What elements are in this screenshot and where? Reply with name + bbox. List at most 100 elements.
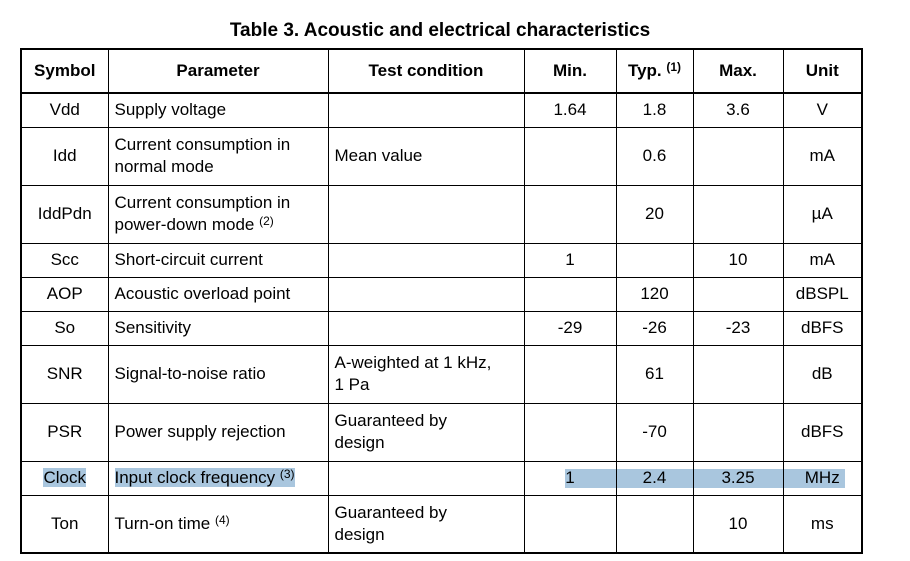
symbol-cell: Ton: [20, 494, 109, 554]
typ-value: 1.8: [642, 100, 667, 120]
typ-cell: -70: [615, 402, 694, 462]
condition-text: A-weighted at 1 kHz,: [334, 353, 492, 372]
table-row: Vdd Supply voltage 1.64 1.8 3.6 V: [20, 92, 863, 128]
characteristics-table: Symbol Parameter Test condition Min. Typ. (1…: [20, 48, 863, 554]
header-cell: Typ. (1): [615, 48, 694, 94]
symbol-text: Clock: [43, 468, 86, 487]
min-value: 1.64: [553, 100, 587, 120]
unit-value: ms: [810, 513, 834, 533]
typ-value: 2.4: [642, 468, 667, 487]
symbol-text: So: [54, 318, 76, 337]
max-cell: [692, 184, 784, 244]
header-text: Typ.: [627, 61, 662, 80]
max-cell: [692, 126, 784, 186]
condition-cell: A-weighted at 1 kHz, 1 Pa: [327, 344, 525, 404]
typ-value: -26: [642, 318, 667, 337]
unit-cell: dBSPL: [782, 276, 863, 312]
min-cell: 1: [523, 242, 617, 278]
unit-value: µA: [811, 204, 833, 223]
max-value: 10: [728, 513, 748, 533]
symbol-cell: So: [20, 310, 109, 346]
symbol-text: Scc: [50, 250, 79, 269]
symbol-text: SNR: [46, 364, 83, 383]
max-cell: 3.25: [692, 460, 784, 496]
typ-value: 20: [645, 204, 664, 223]
min-cell: 1.64: [523, 92, 617, 128]
condition-cell: [327, 276, 525, 312]
condition-cell: [327, 310, 525, 346]
condition-cell: Guaranteed by design: [327, 494, 525, 554]
parameter-cell: Power supply rejection: [107, 402, 329, 462]
parameter-text: Supply voltage: [114, 100, 227, 120]
table-row: AOP Acoustic overload point 120 dBSPL: [20, 276, 863, 312]
condition-cell: [327, 92, 525, 128]
table-row: PSR Power supply rejection Guaranteed by de…: [20, 402, 863, 462]
min-cell: -29: [523, 310, 617, 346]
unit-value: dBSPL: [795, 284, 849, 303]
max-cell: [692, 276, 784, 312]
parameter-cell: Current consumption in normal mode: [107, 126, 329, 186]
symbol-cell: Clock: [20, 460, 109, 496]
unit-value: dBFS: [800, 422, 844, 441]
typ-cell: 2.4: [615, 460, 694, 496]
min-cell: [523, 184, 617, 244]
max-cell: -23: [692, 310, 784, 346]
parameter-cell: Short-circuit current: [107, 242, 329, 278]
parameter-cell: Current consumption in power-down mode (2…: [107, 184, 329, 244]
min-cell: 1: [523, 460, 617, 496]
max-cell: 10: [692, 242, 784, 278]
header-row: Symbol Parameter Test condition Min. Typ. (1…: [20, 48, 863, 94]
header-text: Parameter: [176, 61, 260, 80]
max-cell: [692, 344, 784, 404]
parameter-cell: Sensitivity: [107, 310, 329, 346]
unit-cell: dB: [782, 344, 863, 404]
min-cell: [523, 276, 617, 312]
unit-value: dB: [811, 364, 833, 383]
max-value: -23: [725, 318, 751, 337]
symbol-text: Ton: [51, 513, 79, 533]
symbol-cell: Scc: [20, 242, 109, 278]
symbol-cell: IddPdn: [20, 184, 109, 244]
header-cell: Parameter: [107, 48, 329, 94]
unit-value: MHz: [804, 468, 840, 487]
table-row: Ton Turn-on time (4) Guaranteed by design 10…: [20, 494, 863, 554]
condition-text: 1 Pa: [334, 375, 370, 394]
condition-cell: [327, 242, 525, 278]
parameter-cell: Acoustic overload point: [107, 276, 329, 312]
header-text: Symbol: [34, 61, 96, 80]
parameter-text: normal mode: [114, 157, 214, 176]
typ-cell: 120: [615, 276, 694, 312]
condition-text: Guaranteed by: [334, 502, 447, 522]
header-text: Max.: [719, 61, 757, 80]
header-text: Test condition: [368, 61, 484, 80]
condition-text: design: [334, 433, 385, 452]
footnote-ref: (3): [279, 467, 295, 481]
header-cell: Max.: [692, 48, 784, 94]
table-title: Table 3. Acoustic and electrical charact…: [229, 20, 651, 41]
min-cell: [523, 402, 617, 462]
symbol-text: PSR: [47, 422, 83, 441]
unit-cell: MHz: [782, 460, 863, 496]
parameter-text: Turn-on time: [114, 513, 211, 533]
symbol-cell: Idd: [20, 126, 109, 186]
unit-cell: dBFS: [782, 310, 863, 346]
table-row: Scc Short-circuit current 1 10 mA: [20, 242, 863, 278]
table-row: SNR Signal-to-noise ratio A-weighted at 1 …: [20, 344, 863, 404]
typ-cell: [615, 494, 694, 554]
min-value: 1: [565, 468, 575, 487]
parameter-text: Acoustic overload point: [114, 284, 291, 303]
header-cell: Unit: [782, 48, 863, 94]
max-value: 10: [728, 250, 748, 269]
unit-cell: µA: [782, 184, 863, 244]
parameter-text: Input clock frequency (3): [114, 467, 295, 487]
parameter-text: Short-circuit current: [114, 250, 263, 269]
typ-value: -70: [642, 422, 667, 441]
typ-cell: -26: [615, 310, 694, 346]
symbol-text: AOP: [46, 284, 83, 303]
typ-cell: 0.6: [615, 126, 694, 186]
condition-text: design: [334, 524, 385, 544]
table-row: Clock Input clock frequency (3) 1 2.4 3.25 MH…: [20, 460, 863, 496]
max-cell: [692, 402, 784, 462]
condition-text: Mean value: [334, 146, 423, 165]
